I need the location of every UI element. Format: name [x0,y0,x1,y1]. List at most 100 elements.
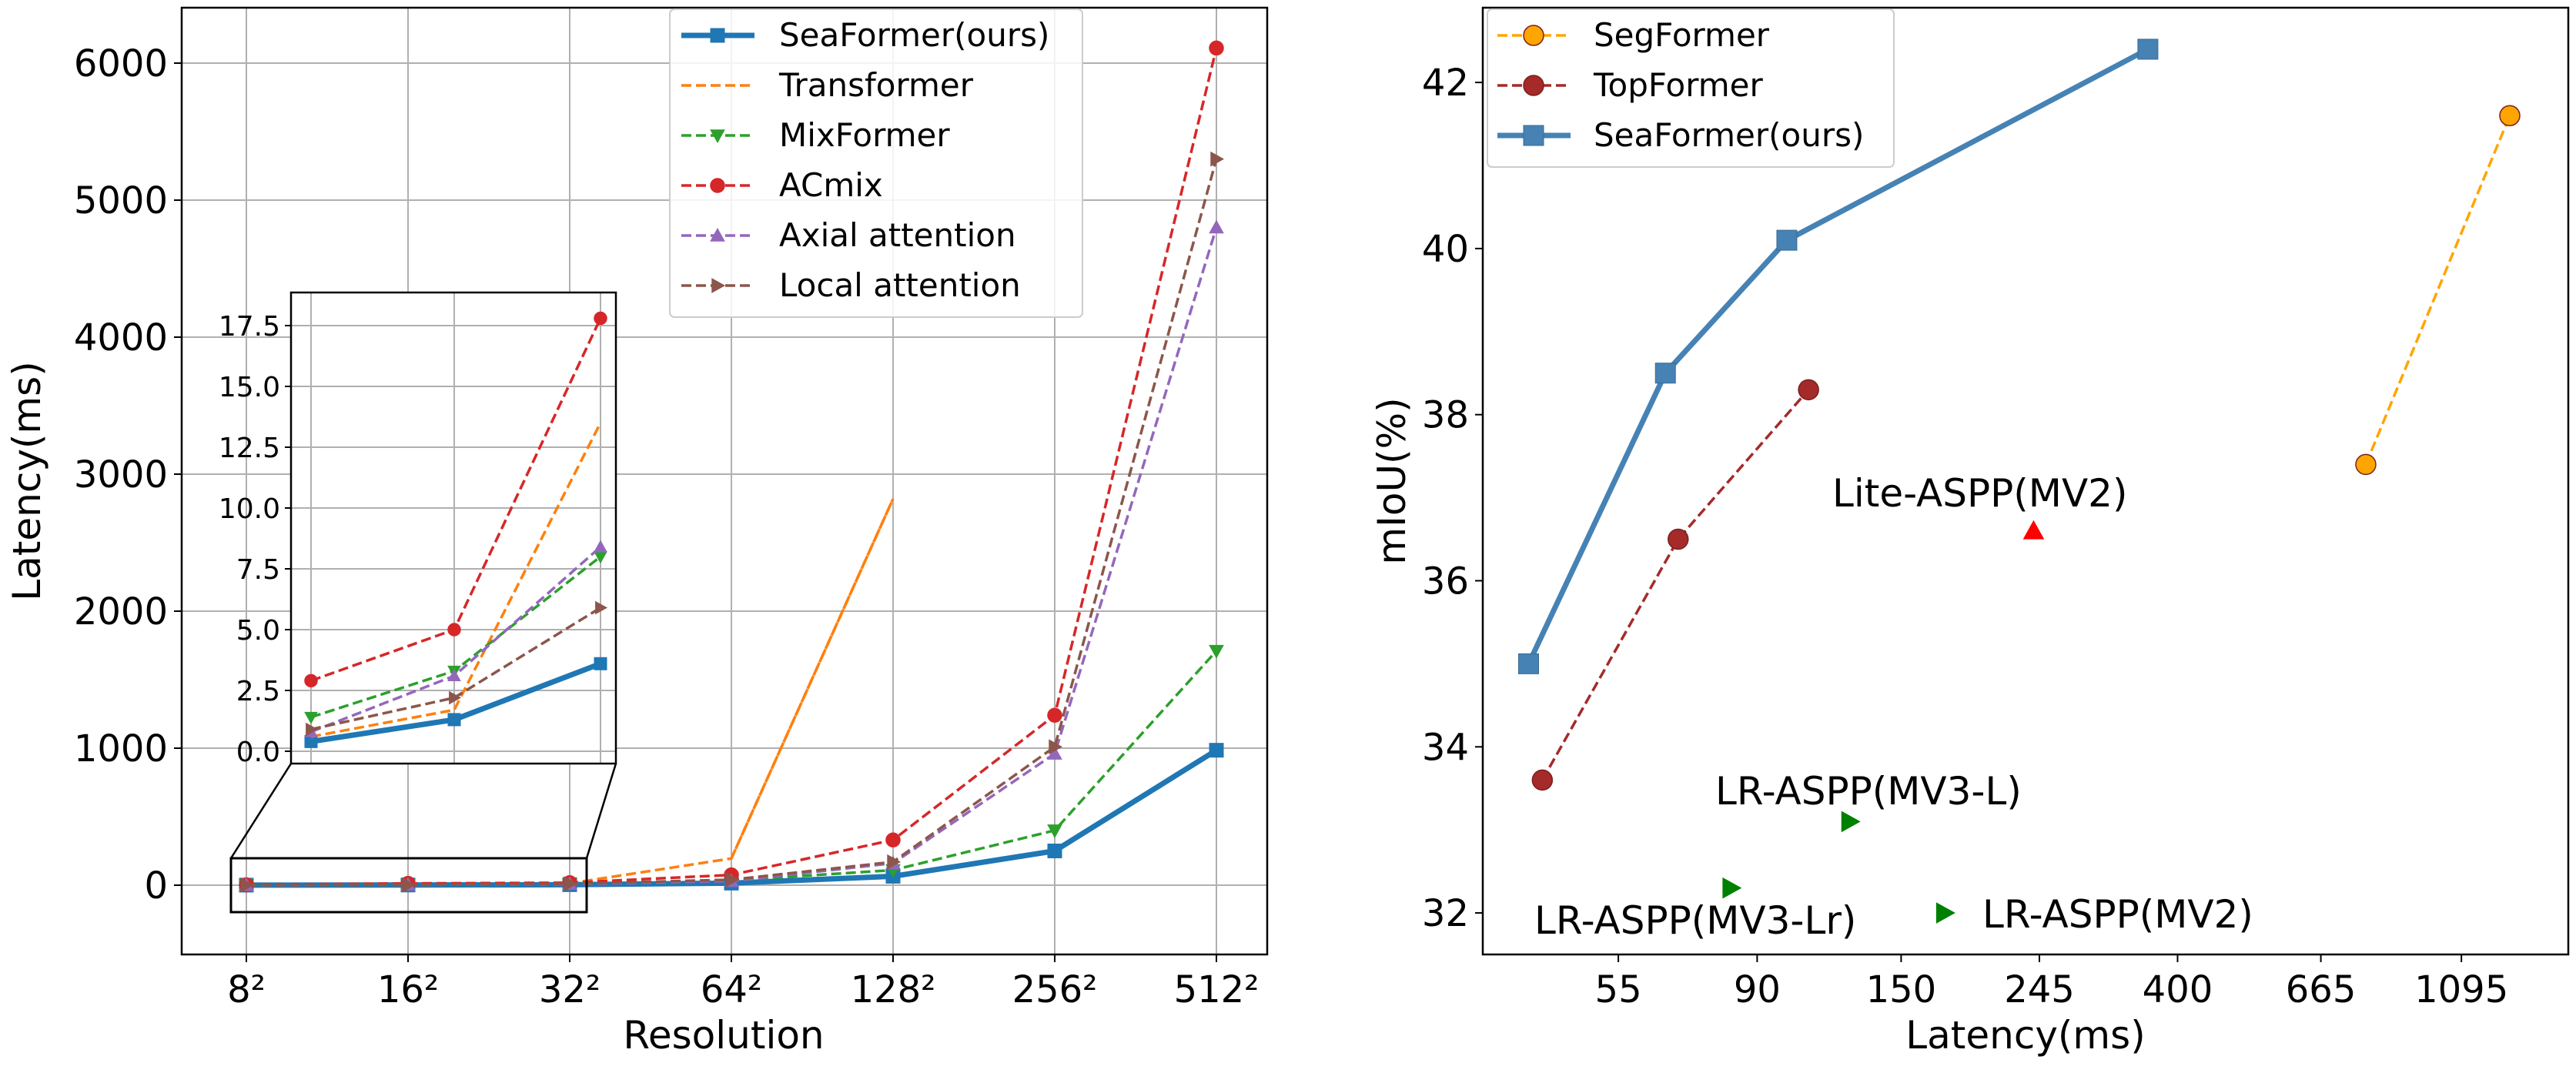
legend-marker-seaformer-ours [1523,125,1544,146]
data-point-segformer [2355,453,2377,476]
data-point-acmix [1047,707,1062,724]
data-point-seaformer-ours [1654,363,1676,384]
x-tick-label: 400 [2143,968,2213,1011]
legend-marker-mixformer [710,129,725,144]
annotation-label-lr-aspp-mv2: LR-ASPP(MV2) [1982,892,2253,937]
y-tick-label: 1000 [74,727,168,770]
data-point-local-attention [1049,739,1063,755]
legend-label-topformer: TopFormer [1593,66,1764,104]
y-axis-label: Latency(ms) [5,361,49,600]
data-point-topformer [1531,769,1554,791]
legend-label-transformer: Transformer [778,66,974,104]
legend-marker-topformer [1523,75,1544,96]
left-latency-plot: 0 1000 2000 3000 4000 5000 6000 8² 16² 32² 64² 128²… [5,6,1269,1058]
data-point-lr-aspp-mv2 [1935,902,1955,924]
y-tick-label: 40 [1422,228,1469,271]
data-point-seaformer-ours [1047,844,1062,858]
inset-data-point-seaformer-ours [447,713,461,727]
data-point-seaformer-ours [1517,653,1539,674]
y-tick-label: 3000 [74,453,168,496]
zoom-connector-right [585,763,617,859]
x-tick-label: 1095 [2414,968,2508,1011]
y-tick-label: 36 [1422,560,1469,603]
x-tick-label: 8² [227,968,266,1011]
inset-frame [289,291,617,765]
x-tick-label: 16² [377,968,439,1011]
legend-label-mixformer: MixFormer [779,116,950,154]
inset-data-point-local-attention [449,690,462,705]
right-miou-plot: Lite-ASPP(MV2) LR-ASPP(MV3-L) LR-ASPP(MV3-… [1370,6,2570,1058]
annotation-label-lr-aspp-mv3-l: LR-ASPP(MV3-L) [1715,769,2022,814]
inset-data-point-axial-attention [594,540,607,553]
x-tick-label: 245 [2004,968,2075,1011]
legend-box [1487,8,1895,168]
y-tick-label: 2000 [74,590,168,633]
legend-label-local-attention: Local attention [779,266,1021,304]
data-point-lr-aspp-mv3-lr [1722,877,1742,899]
legend-marker-acmix [710,178,725,193]
data-point-lite-aspp-mv2 [2022,520,2045,540]
inset-y-tick-label: 5.0 [236,615,280,647]
inset-plot: 0.0 2.5 5.0 7.5 10.0 12.5 15.0 17.5 [219,291,617,768]
legend-label-seaformer-ours: SeaFormer(ours) [779,16,1049,54]
data-point-segformer [2499,105,2521,127]
data-point-local-attention [402,877,417,893]
x-tick-label: 512² [1174,968,1260,1011]
inset-data-point-acmix [304,674,318,688]
data-point-acmix [1209,40,1224,56]
x-tick-label: 55 [1595,968,1642,1011]
legend-marker-seaformer-ours [710,28,725,43]
legend-marker-segformer [1523,25,1544,46]
y-tick-label: 32 [1422,892,1469,935]
legend-box [669,8,1083,318]
series-line-topformer [1541,389,1810,781]
axes-frame [180,6,1269,956]
data-point-local-attention [1210,151,1225,167]
legend-label-axial-attention: Axial attention [779,216,1016,254]
inset-y-tick-label: 12.5 [219,433,280,464]
x-tick-label: 90 [1734,968,1781,1011]
inset-data-point-acmix [594,311,607,326]
data-point-local-attention [725,872,740,887]
y-tick-label: 38 [1422,394,1469,437]
zoom-connector-left [229,763,293,859]
inset-y-tick-label: 17.5 [219,311,280,343]
legend-label-seaformer-ours: SeaFormer(ours) [1594,116,1864,154]
inset-y-tick-label: 10.0 [219,493,280,525]
inset-data-point-mixformer [304,711,318,724]
y-tick-label: 34 [1422,726,1469,769]
y-axis-label: mIoU(%) [1370,397,1414,564]
series-line-segformer [2364,115,2511,466]
data-point-seaformer-ours [2137,38,2159,60]
data-point-topformer [1798,379,1819,401]
y-tick-label: 42 [1422,62,1469,105]
y-tick-label: 5000 [74,179,168,222]
annotation-label-lr-aspp-mv3-lr: LR-ASPP(MV3-Lr) [1534,898,1856,943]
legend: SeaFormer(ours) Transformer MixFormer ACmix… [669,8,1083,318]
inset-y-tick-label: 7.5 [236,554,280,586]
data-point-local-attention [564,876,578,891]
inset-data-point-local-attention [306,722,319,737]
data-point-mixformer [1047,824,1062,838]
data-point-local-attention [240,877,255,893]
data-point-axial-attention [1209,219,1224,234]
data-point-mixformer [1209,644,1224,659]
legend: SegFormer TopFormer SeaFormer(ours) [1487,8,1895,168]
data-point-seaformer-ours [1776,229,1798,251]
data-point-lr-aspp-mv3-l [1841,811,1861,833]
annotation-label-lite-aspp-mv2: Lite-ASPP(MV2) [1832,471,2127,516]
x-tick-label: 32² [539,968,601,1011]
data-point-seaformer-ours [1209,743,1224,758]
inset-y-tick-label: 0.0 [236,737,280,768]
legend-marker-axial-attention [710,227,725,242]
x-tick-label: 128² [851,968,936,1011]
zoom-rectangle [229,857,588,914]
x-axis-label: Resolution [623,1013,824,1058]
y-tick-label: 6000 [74,42,168,85]
y-tick-label: 4000 [74,316,168,359]
inset-y-tick-label: 15.0 [219,372,280,403]
inset-y-tick-label: 2.5 [236,676,280,707]
x-tick-label: 256² [1012,968,1098,1011]
x-tick-label: 150 [1866,968,1937,1011]
data-point-topformer [1668,528,1689,550]
